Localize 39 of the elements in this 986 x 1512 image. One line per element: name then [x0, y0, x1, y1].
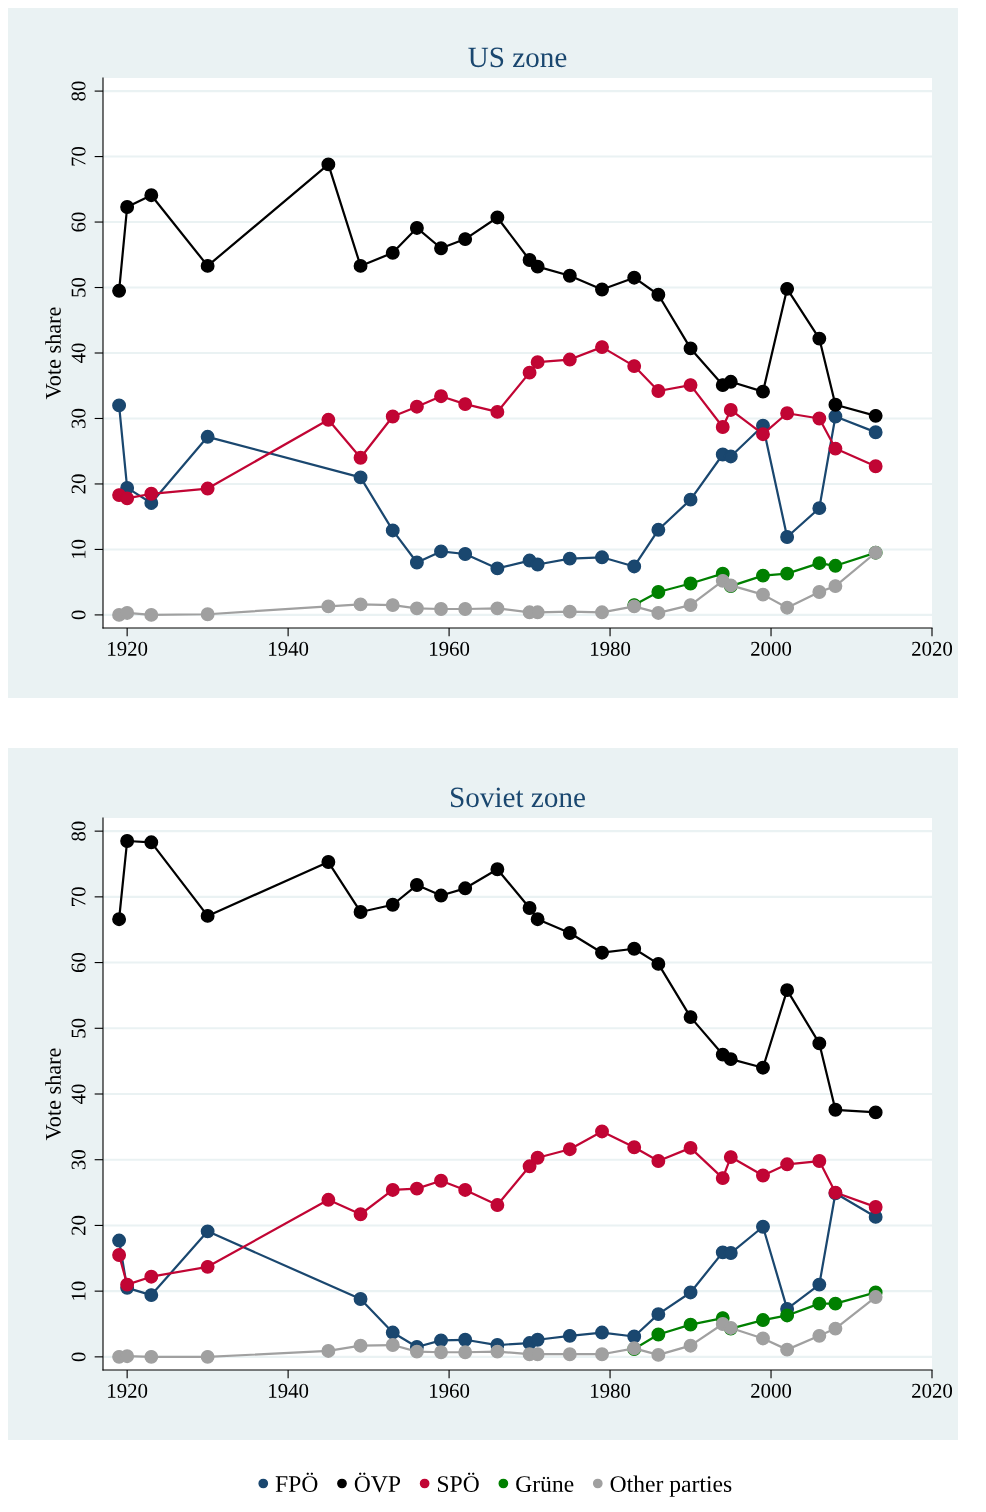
x-tick-label: 1920: [108, 641, 148, 656]
x-tick-label: 1920: [108, 1383, 148, 1398]
x-tick-label: 1960: [430, 1383, 470, 1398]
y-tick-label: 20: [71, 474, 86, 494]
x-tick-label: 2020: [912, 641, 953, 656]
x-tick-label: 2000: [751, 1383, 792, 1398]
legend-label: SPÖ: [438, 1472, 479, 1492]
x-tick-label: 1960: [430, 641, 470, 656]
y-axis-title: Vote share: [45, 1048, 61, 1141]
legend-label: ÖVP: [354, 1472, 401, 1493]
x-tick-label: 1940: [269, 1383, 309, 1398]
y-tick-label: 40: [71, 1084, 86, 1105]
y-tick-label: 10: [71, 1281, 86, 1300]
chart-title: US zone: [468, 47, 567, 68]
x-tick-label: 1980: [591, 1383, 631, 1398]
y-tick-label: 10: [71, 539, 86, 559]
y-tick-label: 80: [71, 81, 86, 101]
y-tick-label: 0: [71, 1352, 86, 1362]
y-tick-label: 20: [71, 1215, 86, 1235]
legend-label: Other parties: [610, 1475, 732, 1497]
x-tick-label: 1940: [269, 641, 309, 656]
x-tick-label: 2000: [751, 641, 792, 656]
y-tick-label: 70: [71, 887, 86, 906]
y-tick-label: 50: [71, 277, 86, 297]
x-tick-label: 1980: [591, 641, 631, 656]
y-tick-label: 60: [71, 212, 86, 232]
y-tick-label: 80: [71, 821, 86, 841]
y-tick-label: 0: [71, 610, 86, 620]
legend-label: FPÖ: [275, 1472, 318, 1492]
y-tick-label: 70: [71, 146, 86, 166]
legend-label: Grüne: [516, 1476, 574, 1492]
y-axis-title: Vote share: [45, 307, 61, 400]
y-tick-label: 50: [71, 1018, 86, 1038]
x-tick-label: 2020: [912, 1383, 953, 1398]
y-tick-label: 60: [71, 952, 86, 973]
y-tick-label: 30: [71, 408, 86, 428]
y-tick-label: 30: [71, 1150, 86, 1170]
y-tick-label: 40: [71, 343, 86, 364]
chart-title: Soviet zone: [451, 787, 585, 808]
